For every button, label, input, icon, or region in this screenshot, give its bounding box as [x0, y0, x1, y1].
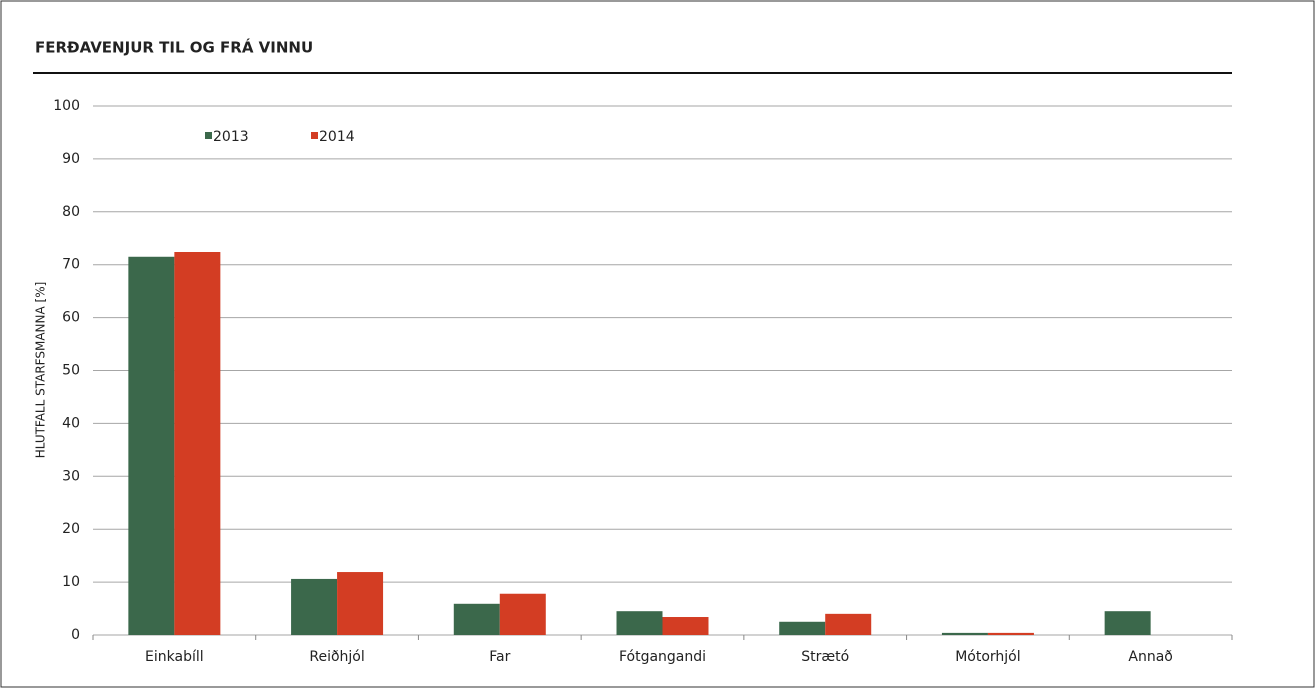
- legend-swatch: [311, 132, 318, 139]
- y-tick-label: 90: [62, 151, 80, 167]
- y-tick-label: 30: [62, 468, 80, 484]
- bar: [662, 617, 709, 635]
- legend-label: 2014: [319, 129, 355, 145]
- bar: [616, 611, 663, 635]
- y-tick-label: 100: [53, 98, 80, 114]
- bar: [337, 572, 384, 635]
- y-tick-label: 0: [71, 627, 80, 643]
- y-tick-label: 20: [62, 521, 80, 537]
- y-tick-label: 10: [62, 574, 80, 590]
- y-tick-label: 60: [62, 310, 80, 326]
- legend-swatch: [205, 132, 212, 139]
- y-tick-label: 80: [62, 204, 80, 220]
- bar: [499, 593, 546, 635]
- y-tick-label: 70: [62, 257, 80, 273]
- bar: [825, 613, 872, 635]
- bar: [453, 603, 500, 635]
- x-tick-label: Einkabíll: [145, 649, 204, 665]
- bar: [1104, 611, 1151, 635]
- x-tick-label: Annað: [1128, 649, 1172, 665]
- bar: [987, 632, 1034, 635]
- bar: [128, 256, 175, 635]
- x-tick-label: Far: [489, 649, 510, 665]
- bar: [291, 578, 338, 635]
- bar: [941, 632, 988, 635]
- bar: [174, 252, 221, 635]
- x-tick-label: Mótorhjól: [955, 649, 1020, 665]
- y-tick-label: 40: [62, 415, 80, 431]
- y-tick-label: 50: [62, 363, 80, 379]
- x-tick-label: Fótgangandi: [619, 649, 706, 665]
- legend-label: 2013: [213, 129, 249, 145]
- x-tick-label: Strætó: [801, 649, 849, 665]
- bar: [779, 621, 826, 635]
- y-axis-label: HLUTFALL STARFSMANNA [%]: [34, 282, 48, 459]
- x-tick-label: Reiðhjól: [309, 649, 364, 665]
- chart-title: FERÐAVENJUR TIL OG FRÁ VINNU: [35, 38, 313, 57]
